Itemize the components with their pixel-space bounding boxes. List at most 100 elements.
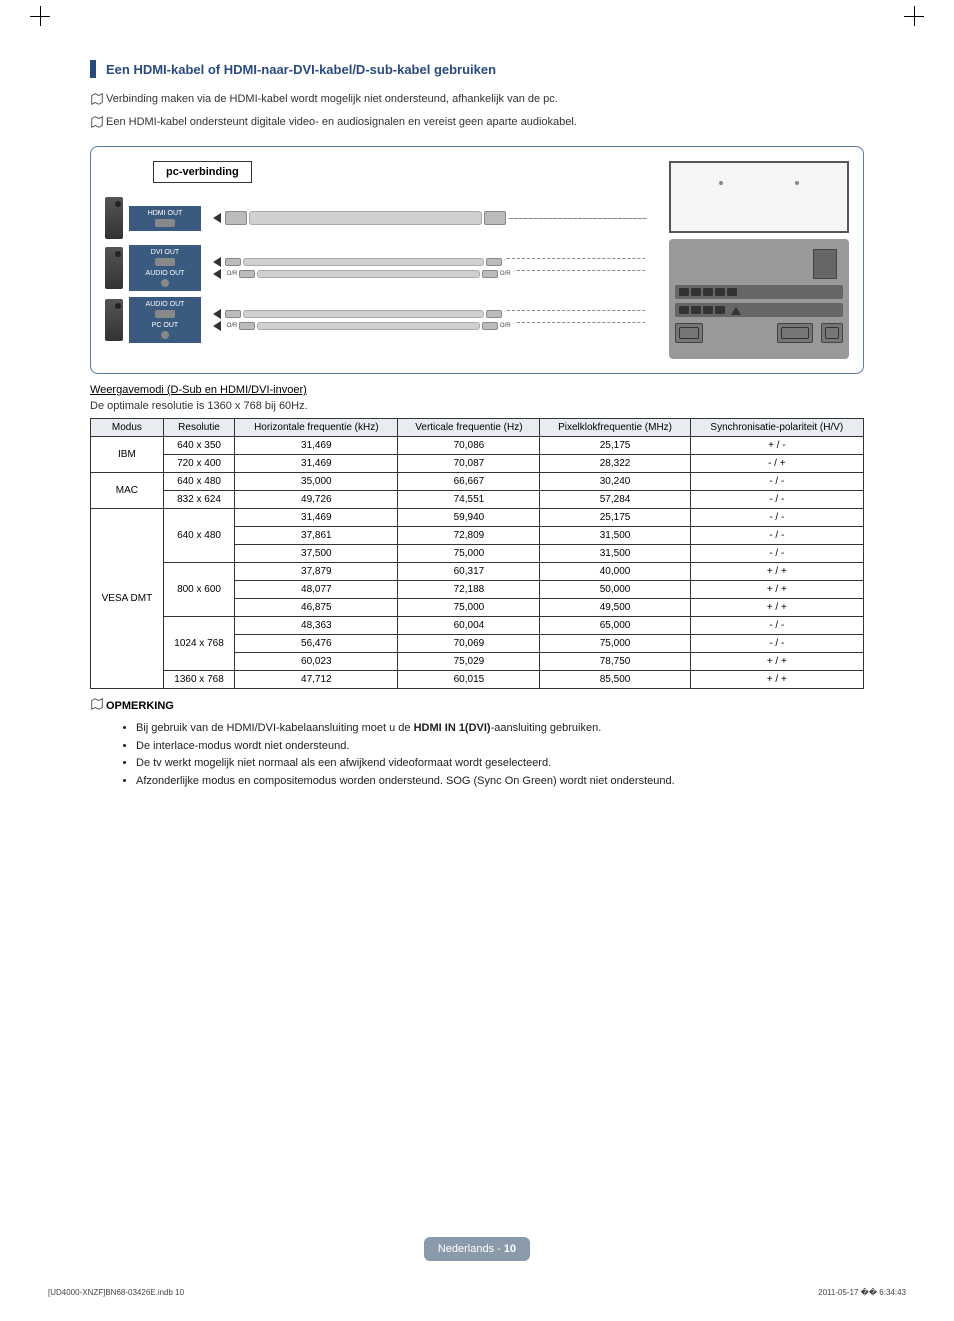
port-row: DVI OUTAUDIO OUTO/RO/R xyxy=(105,245,649,291)
table-cell: 800 x 600 xyxy=(163,563,234,617)
top-notes: Verbinding maken via de HDMI-kabel wordt… xyxy=(90,92,864,132)
table-cell: 65,000 xyxy=(540,617,690,635)
table-cell: 28,322 xyxy=(540,455,690,473)
pc-tower-icon xyxy=(105,299,123,341)
arrow-left-icon xyxy=(213,257,221,267)
table-cell: 75,000 xyxy=(398,545,540,563)
tv-jack-icon xyxy=(821,323,843,343)
table-body: IBM640 x 35031,46970,08625,175+ / -720 x… xyxy=(91,437,864,689)
header-accent-bar xyxy=(90,60,96,78)
section-title: Een HDMI-kabel of HDMI-naar-DVI-kabel/D-… xyxy=(106,62,496,77)
table-cell: 640 x 480 xyxy=(163,473,234,491)
note-icon xyxy=(90,697,106,714)
table-row: MAC640 x 48035,00066,66730,240- / - xyxy=(91,473,864,491)
display-modes-table: ModusResolutieHorizontale frequentie (kH… xyxy=(90,418,864,689)
table-cell: - / + xyxy=(690,455,863,473)
tv-jack-icon xyxy=(675,323,703,343)
table-cell: + / + xyxy=(690,671,863,689)
table-cell: 31,500 xyxy=(540,545,690,563)
table-cell: 78,750 xyxy=(540,653,690,671)
table-header-cell: Pixelklokfrequentie (MHz) xyxy=(540,419,690,437)
table-cell: 74,551 xyxy=(398,491,540,509)
table-cell: 70,087 xyxy=(398,455,540,473)
table-cell: MAC xyxy=(91,473,164,509)
table-row: 800 x 60037,87960,31740,000+ / + xyxy=(91,563,864,581)
table-cell: - / - xyxy=(690,545,863,563)
section-header: Een HDMI-kabel of HDMI-naar-DVI-kabel/D-… xyxy=(90,60,864,78)
table-cell: 72,809 xyxy=(398,527,540,545)
table-header-cell: Verticale frequentie (Hz) xyxy=(398,419,540,437)
table-cell: + / + xyxy=(690,563,863,581)
table-cell: 640 x 350 xyxy=(163,437,234,455)
table-row: 832 x 62449,72674,55157,284- / - xyxy=(91,491,864,509)
table-row: 1024 x 76848,36360,00465,000- / - xyxy=(91,617,864,635)
note-icon xyxy=(90,92,106,109)
list-item: De tv werkt mogelijk niet normaal als ee… xyxy=(136,755,864,773)
pc-tower-icon xyxy=(105,197,123,239)
table-cell: 75,000 xyxy=(540,635,690,653)
table-cell: 75,029 xyxy=(398,653,540,671)
table-cell: 66,667 xyxy=(398,473,540,491)
modes-heading: Weergavemodi (D-Sub en HDMI/DVI-invoer) xyxy=(90,384,864,396)
modes-desc: De optimale resolutie is 1360 x 768 bij … xyxy=(90,400,864,412)
port-row: AUDIO OUTPC OUTO/RO/R xyxy=(105,297,649,343)
arrow-left-icon xyxy=(213,321,221,331)
note-text: Verbinding maken via de HDMI-kabel wordt… xyxy=(106,92,558,107)
table-cell: - / - xyxy=(690,527,863,545)
table-cell: 25,175 xyxy=(540,437,690,455)
table-cell: 640 x 480 xyxy=(163,509,234,563)
pc-connection-label: pc-verbinding xyxy=(153,161,252,183)
table-cell: 31,469 xyxy=(235,455,398,473)
table-cell: 1360 x 768 xyxy=(163,671,234,689)
table-cell: 48,363 xyxy=(235,617,398,635)
table-cell: 720 x 400 xyxy=(163,455,234,473)
table-row: 720 x 40031,46970,08728,322- / + xyxy=(91,455,864,473)
table-cell: - / - xyxy=(690,491,863,509)
table-cell: - / - xyxy=(690,473,863,491)
table-cell: 37,879 xyxy=(235,563,398,581)
table-header-cell: Modus xyxy=(91,419,164,437)
table-cell: 31,469 xyxy=(235,509,398,527)
table-cell: 59,940 xyxy=(398,509,540,527)
connection-diagram: pc-verbinding HDMI OUT DVI OUTAUDIO OUTO/… xyxy=(90,146,864,374)
table-cell: 60,015 xyxy=(398,671,540,689)
table-cell: + / + xyxy=(690,599,863,617)
list-item: Bij gebruik van de HDMI/DVI-kabelaanslui… xyxy=(136,720,864,738)
table-cell: 37,861 xyxy=(235,527,398,545)
port-label: HDMI OUT xyxy=(129,206,201,231)
table-cell: 72,188 xyxy=(398,581,540,599)
footer-language: Nederlands - xyxy=(438,1243,504,1255)
table-cell: 31,469 xyxy=(235,437,398,455)
table-cell: 57,284 xyxy=(540,491,690,509)
port-label: AUDIO OUTPC OUT xyxy=(129,297,201,343)
table-row: 1360 x 76847,71260,01585,500+ / + xyxy=(91,671,864,689)
page-footer: Nederlands - 10 xyxy=(0,1237,954,1261)
note-icon xyxy=(90,115,106,132)
print-footer: [UD4000-XNZF]BN68-03426E.indb 10 2011-05… xyxy=(48,1288,906,1297)
table-cell: 60,023 xyxy=(235,653,398,671)
table-cell: + / - xyxy=(690,437,863,455)
tv-front-icon xyxy=(669,161,849,233)
table-cell: - / - xyxy=(690,509,863,527)
table-cell: 85,500 xyxy=(540,671,690,689)
tv-jack-icon xyxy=(777,323,813,343)
port-row: HDMI OUT xyxy=(105,197,649,239)
pc-tower-icon xyxy=(105,247,123,289)
tv-panel xyxy=(669,161,849,359)
table-cell: 49,726 xyxy=(235,491,398,509)
table-cell: 70,069 xyxy=(398,635,540,653)
table-cell: 49,500 xyxy=(540,599,690,617)
table-cell: 832 x 624 xyxy=(163,491,234,509)
table-cell: VESA DMT xyxy=(91,509,164,689)
opmerking-header: OPMERKING xyxy=(90,697,864,714)
arrow-left-icon xyxy=(213,213,221,223)
table-cell: + / + xyxy=(690,653,863,671)
table-cell: 40,000 xyxy=(540,563,690,581)
table-cell: 70,086 xyxy=(398,437,540,455)
arrow-up-icon xyxy=(731,307,741,315)
footer-left: [UD4000-XNZF]BN68-03426E.indb 10 xyxy=(48,1288,184,1297)
table-cell: IBM xyxy=(91,437,164,473)
table-cell: 60,317 xyxy=(398,563,540,581)
crop-mark xyxy=(30,6,50,26)
table-header-cell: Horizontale frequentie (kHz) xyxy=(235,419,398,437)
